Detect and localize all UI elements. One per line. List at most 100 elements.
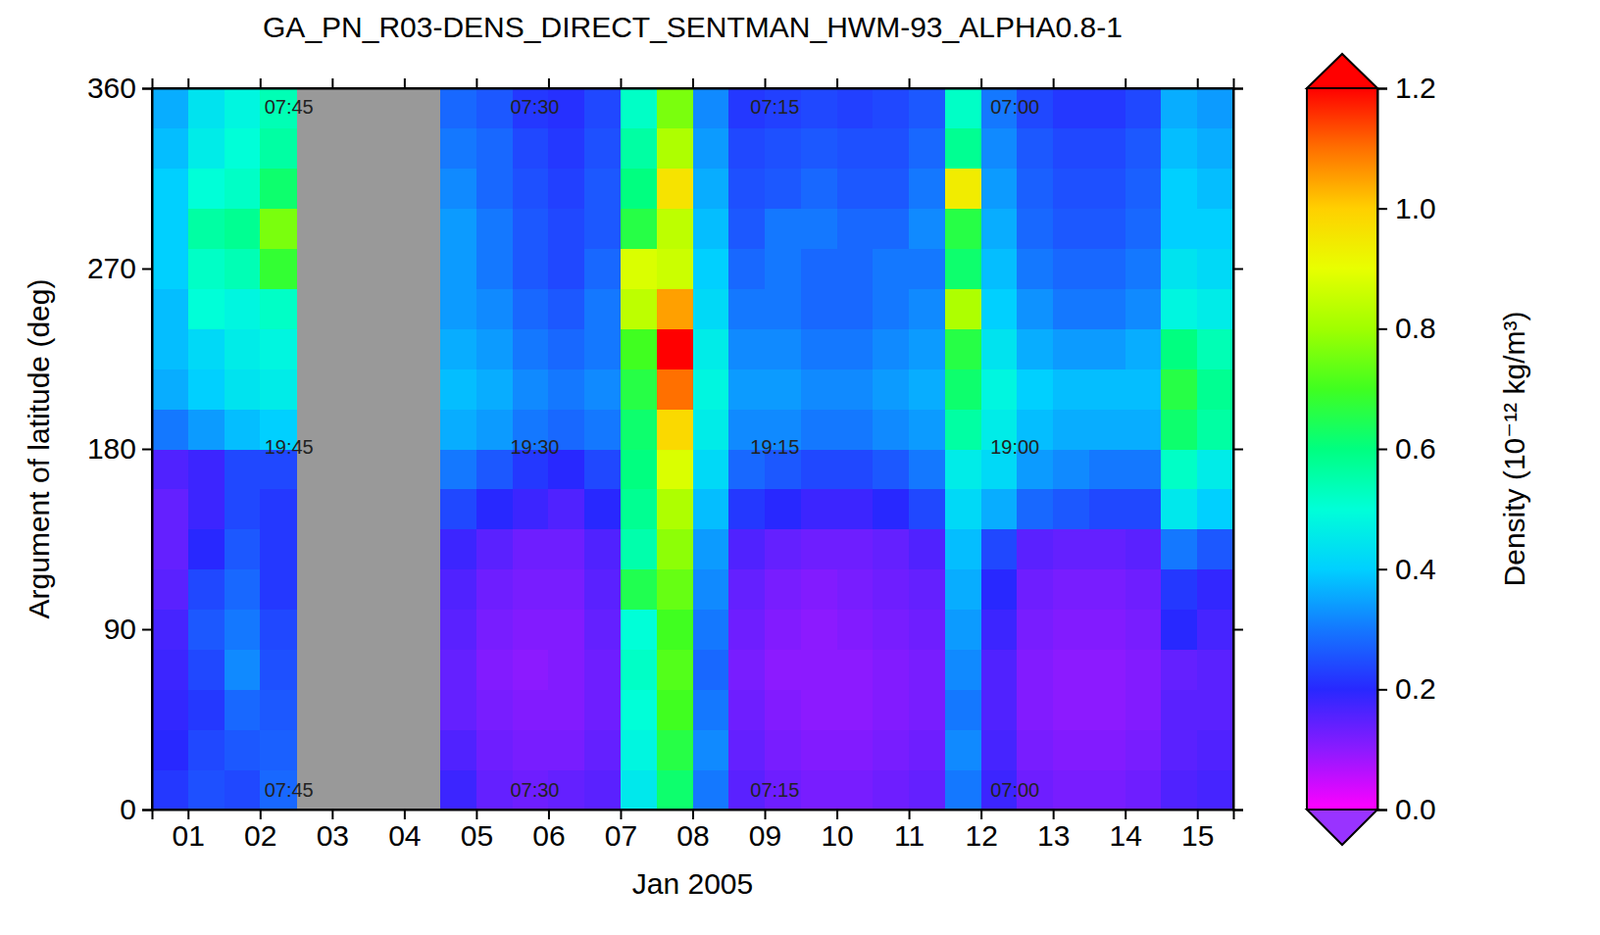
heatmap-cell <box>945 769 982 810</box>
heatmap-cell <box>945 88 982 129</box>
heatmap-cell <box>908 609 946 650</box>
heatmap-cell <box>440 328 477 369</box>
heatmap-cell <box>1197 689 1234 730</box>
heatmap-cell <box>476 489 513 530</box>
heatmap-cell <box>440 249 477 290</box>
heatmap-cell <box>837 208 874 250</box>
heatmap-cell <box>656 168 694 209</box>
tick <box>764 78 766 89</box>
heatmap-cell <box>584 288 621 329</box>
heatmap-cell <box>945 288 982 329</box>
heatmap-cell <box>837 368 874 409</box>
heatmap-cell <box>693 529 730 570</box>
heatmap-cell <box>872 88 909 129</box>
heatmap-cell <box>620 368 657 409</box>
heatmap-cell <box>224 288 261 329</box>
heatmap-cell <box>440 609 477 650</box>
heatmap-cell <box>259 729 297 770</box>
heatmap-cell <box>512 569 550 610</box>
heatmap-cell <box>259 128 297 169</box>
tick-mark <box>764 809 767 820</box>
heatmap-cell <box>872 769 909 810</box>
heatmap-cell <box>224 489 261 530</box>
heatmap-cell <box>693 489 730 530</box>
heatmap-cell <box>981 208 1018 250</box>
heatmap-cell <box>837 529 874 570</box>
heatmap-cell <box>1016 489 1053 530</box>
heatmap-cell <box>764 729 801 770</box>
tick-label: 0.4 <box>1395 552 1437 586</box>
tick-label: 14 <box>1109 819 1143 852</box>
heatmap-cell <box>1089 529 1126 570</box>
heatmap-cell <box>764 649 801 690</box>
tick-mark <box>692 809 695 820</box>
tick: 1.0 <box>1377 192 1437 225</box>
tick-mark <box>187 809 190 820</box>
heatmap-cell <box>693 729 730 770</box>
heatmap-cell <box>151 249 189 290</box>
chart-title: GA_PN_R03-DENS_DIRECT_SENTMAN_HWM-93_ALP… <box>262 10 1123 44</box>
heatmap-cell <box>872 168 909 209</box>
heatmap-cell <box>548 729 585 770</box>
tick-label: 05 <box>460 819 494 852</box>
tick-mark <box>475 809 478 820</box>
heatmap-cell <box>693 249 730 290</box>
heatmap-cell <box>620 88 657 129</box>
heatmap-cell <box>548 569 585 610</box>
heatmap-cell <box>837 489 874 530</box>
heatmap-cell <box>728 649 765 690</box>
heatmap-cell <box>584 168 621 209</box>
tick-mark <box>1124 78 1127 89</box>
heatmap-cell <box>1125 729 1162 770</box>
tick-label: 08 <box>676 819 709 852</box>
heatmap-cell <box>693 288 730 329</box>
heatmap-cell <box>151 408 189 450</box>
heatmap-cell <box>945 729 982 770</box>
heatmap-cell <box>908 729 946 770</box>
heatmap-cell <box>872 689 909 730</box>
heatmap-cell <box>981 689 1018 730</box>
tick-mark <box>475 78 478 89</box>
heatmap-cell <box>620 288 657 329</box>
colorbar-over <box>1306 53 1378 89</box>
heatmap-cell <box>259 328 297 369</box>
heatmap-cell <box>1160 368 1198 409</box>
heatmap-cell <box>512 489 550 530</box>
heatmap-cell <box>1125 769 1162 810</box>
tick <box>981 78 983 89</box>
tick-mark <box>1377 809 1388 812</box>
heatmap-cell <box>981 649 1018 690</box>
heatmap-cell <box>693 609 730 650</box>
heatmap-cell <box>584 569 621 610</box>
heatmap-cell <box>908 128 946 169</box>
heatmap-cell <box>656 649 694 690</box>
heatmap-cell <box>945 649 982 690</box>
heatmap-cell <box>1089 208 1126 250</box>
heatmap-cell <box>620 249 657 290</box>
heatmap-cell <box>837 689 874 730</box>
heatmap-cell <box>224 529 261 570</box>
heatmap-cell <box>584 689 621 730</box>
heatmap-cell <box>872 489 909 530</box>
heatmap-cell <box>548 328 585 369</box>
tick-label: 0.8 <box>1395 311 1437 345</box>
heatmap-cell <box>584 449 621 490</box>
heatmap-cell <box>1160 449 1198 490</box>
tick <box>908 78 910 89</box>
tick-mark <box>259 78 262 89</box>
annotation: 07:15 <box>750 779 800 801</box>
tick <box>1233 268 1244 270</box>
heatmap-cell <box>548 249 585 290</box>
heatmap-cell <box>1197 569 1234 610</box>
heatmap-cell <box>188 529 225 570</box>
heatmap-cell <box>945 249 982 290</box>
heatmap-cell <box>1052 128 1090 169</box>
heatmap-cell <box>1089 88 1126 129</box>
heatmap-cell <box>981 609 1018 650</box>
heatmap-cell <box>800 249 838 290</box>
tick-label: 09 <box>749 819 782 852</box>
heatmap-cell <box>800 449 838 490</box>
heatmap-cell <box>728 288 765 329</box>
heatmap-cell <box>548 368 585 409</box>
heatmap-cell <box>945 609 982 650</box>
